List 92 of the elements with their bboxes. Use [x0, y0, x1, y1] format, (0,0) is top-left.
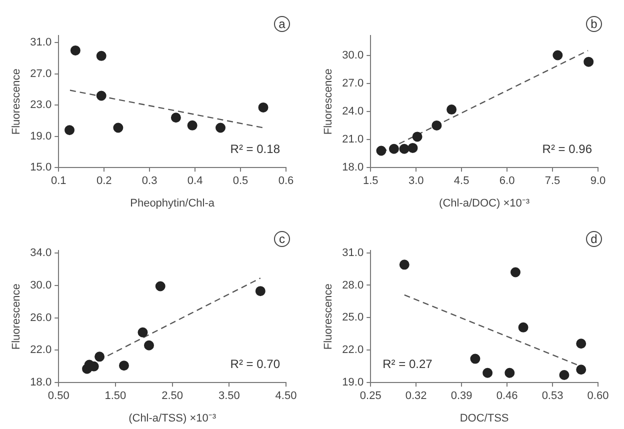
point [408, 142, 418, 153]
y-tick-label: 27.0 [30, 68, 52, 80]
x-tick-label: 6.0 [499, 175, 515, 188]
point [510, 267, 520, 278]
point [155, 281, 166, 292]
x-tick-label: 0.2 [96, 175, 112, 188]
y-tick-label: 18.0 [342, 162, 364, 174]
x-tick-label: 0.60 [587, 390, 609, 402]
annotation: R² = 0.18 [230, 142, 280, 156]
point [96, 50, 106, 61]
point [399, 260, 410, 270]
point [432, 120, 442, 130]
x-tick-label: 0.25 [360, 390, 382, 402]
annotation: R² = 0.96 [542, 142, 592, 156]
x-tick-label: 0.32 [405, 390, 427, 402]
point [64, 125, 75, 136]
x-axis-title: DOC/TSS [460, 412, 509, 424]
x-tick-label: 0.50 [48, 390, 70, 402]
chart-title: a [274, 16, 290, 32]
y-axis-title: Fluorescence [10, 68, 23, 135]
point [576, 338, 586, 349]
x-axis-title: (Chl-a/TSS) ×10⁻³ [128, 412, 216, 424]
y-tick-label: 24.0 [342, 105, 364, 118]
y-tick-label: 21.0 [342, 134, 364, 146]
point [187, 120, 198, 130]
point [255, 286, 266, 296]
x-tick-label: 3.0 [408, 175, 424, 188]
y-tick-label: 19.0 [30, 130, 52, 142]
y-tick-label: 30.0 [30, 279, 52, 292]
y-axis-title: Fluorescence [322, 284, 335, 350]
chart-title: d [586, 231, 602, 247]
point [144, 340, 154, 350]
point [388, 144, 399, 154]
x-tick-label: 0.53 [542, 390, 564, 402]
y-tick-label: 22.0 [342, 344, 364, 356]
y-tick-label: 31.0 [342, 246, 364, 259]
annotation: R² = 0.27 [382, 356, 433, 371]
y-tick-label: 28.0 [342, 279, 364, 292]
x-tick-label: 2.50 [162, 390, 184, 402]
y-tick-label: 18.0 [30, 376, 52, 389]
point [559, 370, 570, 380]
x-tick-label: 1.5 [362, 175, 378, 188]
annotation: R² = 0.70 [230, 356, 280, 371]
y-tick-label: 23.0 [30, 99, 52, 112]
y-tick-label: 27.0 [342, 77, 364, 90]
y-tick-label: 31.0 [30, 36, 52, 49]
point [552, 50, 563, 60]
point [518, 322, 528, 332]
y-tick-label: 15.0 [30, 162, 52, 174]
y-tick-label: 34.0 [30, 247, 52, 260]
y-tick-label: 26.0 [30, 312, 52, 324]
point [576, 364, 586, 375]
x-tick-label: 0.4 [187, 175, 203, 188]
point [482, 368, 493, 378]
x-tick-label: 1.50 [104, 390, 126, 402]
point [70, 45, 80, 56]
x-tick-label: 9.0 [590, 175, 606, 188]
y-tick-label: 25.0 [342, 312, 364, 324]
x-tick-label: 3.50 [218, 390, 240, 402]
point [94, 352, 105, 362]
point [470, 354, 480, 364]
x-tick-label: 0.3 [142, 175, 158, 188]
point [258, 102, 268, 112]
x-tick-label: 4.5 [454, 175, 470, 188]
point [584, 56, 594, 67]
point [170, 112, 181, 123]
point [446, 104, 457, 115]
point [504, 368, 515, 378]
x-tick-label: 0.1 [50, 175, 66, 188]
x-tick-label: 0.46 [496, 390, 518, 402]
x-tick-label: 0.5 [232, 175, 248, 188]
point [113, 122, 124, 133]
chart-title: c [274, 231, 290, 247]
x-axis-title: Pheophytin/Chl-a [130, 197, 216, 210]
point [118, 360, 129, 371]
point [96, 90, 106, 101]
point [138, 327, 148, 338]
x-tick-label: 0.39 [450, 390, 472, 402]
point [399, 144, 410, 154]
y-axis-title: Fluorescence [10, 284, 23, 350]
point [216, 122, 226, 133]
chart-title: b [586, 16, 602, 32]
point [376, 146, 386, 156]
x-tick-label: 4.50 [275, 390, 297, 402]
y-axis-title: Fluorescence [322, 68, 335, 135]
y-tick-label: 22.0 [30, 344, 52, 356]
x-tick-label: 0.6 [278, 175, 294, 188]
y-tick-label: 19.0 [342, 376, 364, 389]
x-axis-title: (Chl-a/DOC) ×10⁻³ [439, 197, 530, 210]
y-tick-label: 30.0 [342, 49, 364, 62]
x-tick-label: 7.5 [544, 175, 560, 188]
point [412, 132, 422, 142]
